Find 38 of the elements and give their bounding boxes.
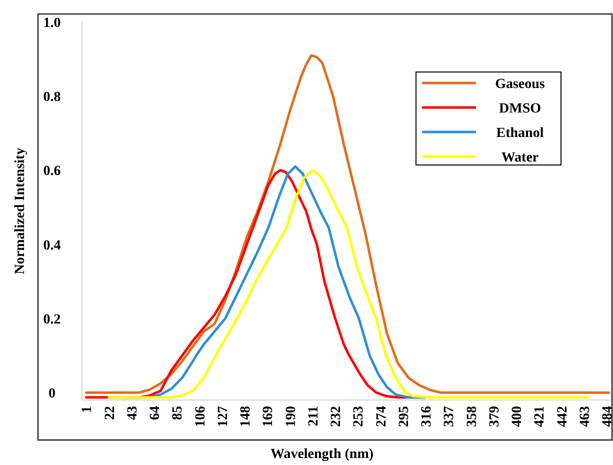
y-tick-label: 0.8 (43, 90, 61, 106)
x-tick-label: 106 (193, 406, 208, 427)
y-tick-label: 0.2 (43, 312, 61, 328)
x-tick-label: 379 (487, 406, 502, 427)
line-series (85, 54, 610, 394)
x-tick-label: 190 (284, 406, 299, 427)
x-tick-label: 169 (261, 406, 276, 427)
x-tick-label: 400 (510, 406, 526, 427)
x-tick-label: 148 (238, 406, 254, 427)
x-tick-label: 1 (80, 406, 96, 413)
x-tick-label: 337 (442, 406, 458, 427)
y-tick-label: 0 (48, 386, 56, 402)
x-tick-label: 358 (464, 406, 480, 427)
x-tick-label: 85 (170, 406, 186, 420)
x-tick-label: 127 (216, 406, 231, 427)
x-tick-label: 211 (306, 406, 322, 426)
x-tick-label: 64 (148, 406, 164, 420)
x-tick-label: 295 (396, 406, 412, 427)
legend-label: Ethanol (496, 126, 544, 141)
x-axis-title: Wavelength (nm) (270, 447, 374, 462)
x-tick-label: 463 (578, 406, 593, 427)
x-tick-label: 274 (374, 406, 390, 427)
x-tick-label: 442 (555, 406, 570, 427)
x-tick-label: 232 (329, 406, 344, 427)
legend-label: Water (501, 150, 539, 166)
legend-label: DMSO (499, 101, 542, 116)
y-tick-label: 1.0 (43, 16, 61, 31)
line-series (108, 168, 590, 399)
x-tick-label: 22 (102, 406, 118, 420)
x-tick-label: 421 (532, 406, 548, 427)
x-tick-label: 316 (420, 406, 435, 427)
y-tick-label: 0.4 (43, 238, 61, 254)
x-tick-label: 484 (600, 406, 613, 427)
y-tick-label: 0.6 (43, 164, 61, 180)
x-tick-label: 253 (352, 406, 367, 427)
legend-label: Gaseous (495, 76, 546, 92)
x-tick-label: 43 (125, 406, 140, 420)
y-axis-title: Normalized Intensity (12, 148, 28, 274)
